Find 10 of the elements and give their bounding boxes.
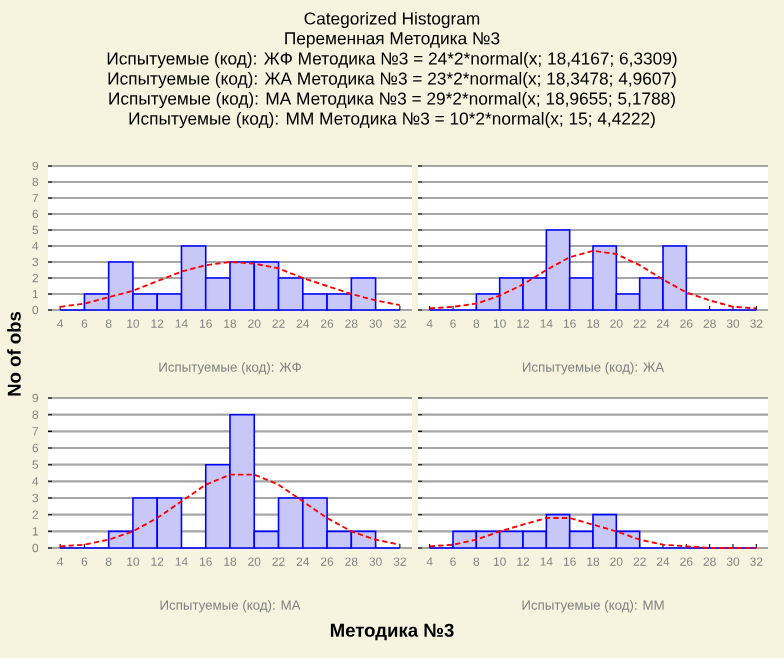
y-axis-title: No of obs — [7, 311, 21, 396]
chart-title: Categorized Histogram — [304, 11, 480, 29]
line-series — [59, 261, 401, 308]
line-series — [59, 473, 401, 548]
text: Испытуемые (код): ММ Методика №3 = 10*2*normal(x; 15; 4,4222) — [129, 111, 655, 129]
text: Испытуемые (код): ЖА Методика №3 = 23*2*normal(x; 18,3478; 4,9607) — [108, 71, 676, 89]
chart-subtitle: Переменная Методика №3 — [285, 32, 500, 48]
text: Методика №3 — [330, 623, 454, 641]
text: Испытуемые (код): ЖФ Методика №3 = 24*2*normal(x; 18,4167; 6,3309) — [107, 51, 677, 69]
text: Испытуемые (код): МА Методика №3 = 29*2*normal(x; 18,9655; 5,1788) — [109, 91, 675, 109]
